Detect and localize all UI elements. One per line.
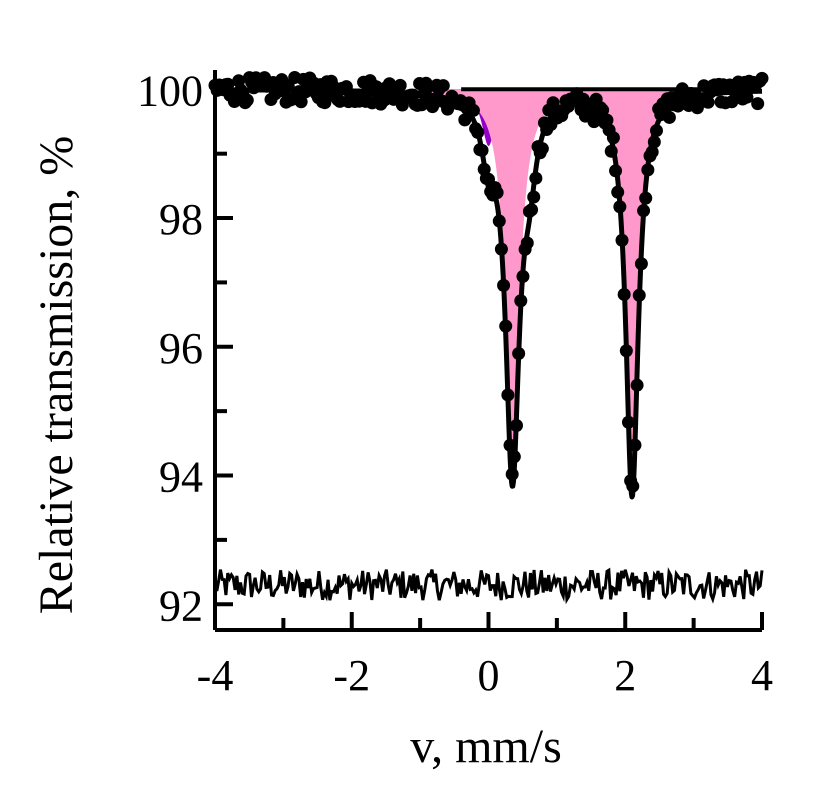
- x-tick-label: -4: [197, 651, 234, 700]
- residual-line: [213, 567, 764, 605]
- x-tick-label: 0: [478, 651, 500, 700]
- data-point: [294, 95, 308, 109]
- fit-component-2-fill: [215, 89, 762, 496]
- total-fit-line: [213, 87, 764, 500]
- y-axis-title: Relative transmission, %: [30, 136, 83, 615]
- y-tick-label: 98: [159, 195, 203, 244]
- x-tick-label: 4: [751, 651, 773, 700]
- fit-curve: [213, 87, 764, 500]
- x-axis-title: v, mm/s: [410, 720, 562, 773]
- axes: [213, 70, 762, 632]
- x-tick-label: 2: [614, 651, 636, 700]
- data-point: [318, 96, 332, 110]
- data-point: [701, 95, 715, 109]
- data-point: [662, 110, 676, 124]
- ticks: [213, 87, 764, 630]
- y-tick-label: 96: [159, 324, 203, 373]
- x-tick-label: -2: [333, 651, 370, 700]
- data-point: [393, 78, 407, 92]
- data-point: [751, 97, 765, 111]
- residual-trace: [213, 567, 764, 605]
- data-point: [755, 71, 769, 85]
- tick-labels: -4 -2 0 2 4 92 94 96 98 100: [137, 66, 773, 700]
- y-tick-label: 100: [137, 66, 203, 115]
- y-tick-label: 92: [159, 581, 203, 630]
- data-point: [436, 79, 450, 93]
- data-point: [240, 93, 254, 107]
- data-point: [458, 113, 472, 127]
- y-tick-label: 94: [159, 453, 203, 502]
